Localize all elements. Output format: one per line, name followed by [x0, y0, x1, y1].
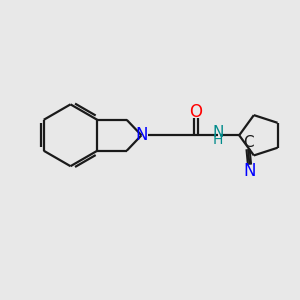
Text: N: N [213, 125, 224, 140]
Text: N: N [243, 162, 256, 180]
Text: N: N [135, 126, 148, 144]
Text: O: O [189, 103, 203, 121]
Text: H: H [213, 133, 224, 147]
Text: C: C [243, 135, 253, 150]
